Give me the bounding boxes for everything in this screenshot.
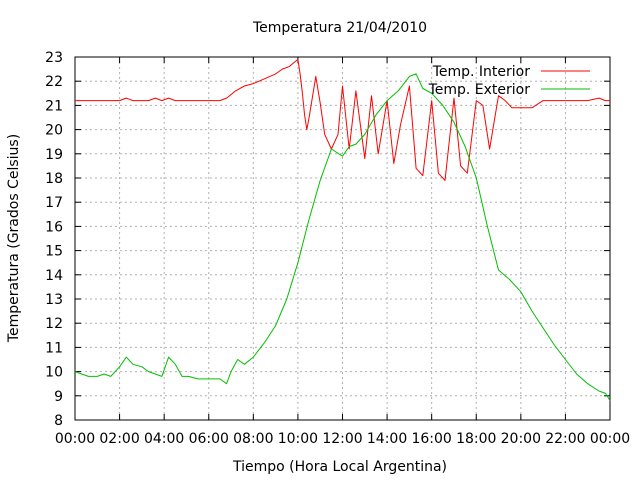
- y-tick-label: 23: [45, 50, 63, 66]
- x-axis-tick-labels: 00:00 02:00 04:00 06:00 08:00 10:00 12:00 14:00…: [55, 431, 630, 447]
- x-tick-label: 16:00: [411, 431, 451, 447]
- y-axis-tick-labels: 8 9 10 11 12 13 14 15 16 17 18 19 20 21 22 23: [45, 50, 63, 429]
- y-tick-label: 20: [45, 123, 63, 139]
- series-line-exterior: [74, 73, 611, 401]
- y-tick-label: 16: [45, 219, 63, 235]
- x-tick-label: 18:00: [456, 431, 496, 447]
- x-tick-label: 14:00: [367, 431, 407, 447]
- y-tick-label: 14: [45, 268, 63, 284]
- y-tick-label: 9: [54, 389, 63, 405]
- y-tick-label: 10: [45, 365, 63, 381]
- y-tick-label: 19: [45, 147, 63, 163]
- legend: Temp. Interior Temp. Exterior: [428, 64, 590, 98]
- x-tick-label: 08:00: [233, 431, 273, 447]
- x-tick-label: 00:00: [590, 431, 630, 447]
- x-tick-label: 04:00: [144, 431, 184, 447]
- legend-label-exterior: Temp. Exterior: [428, 82, 531, 98]
- x-tick-label: 22:00: [545, 431, 585, 447]
- x-axis-label: Tiempo (Hora Local Argentina): [232, 459, 447, 475]
- y-tick-label: 17: [45, 195, 63, 211]
- y-tick-label: 21: [45, 98, 63, 114]
- y-tick-label: 22: [45, 74, 63, 90]
- x-tick-label: 12:00: [322, 431, 362, 447]
- y-tick-label: 12: [45, 316, 63, 332]
- axis-ticks: [74, 56, 611, 421]
- series-lines: [74, 58, 611, 401]
- x-tick-label: 20:00: [501, 431, 541, 447]
- y-tick-label: 13: [45, 292, 63, 308]
- y-tick-label: 15: [45, 244, 63, 260]
- x-tick-label: 00:00: [55, 431, 95, 447]
- y-axis-label: Temperatura (Grados Celsius): [6, 134, 22, 343]
- grid-lines: [75, 57, 610, 420]
- y-tick-label: 8: [54, 413, 63, 429]
- x-tick-label: 10:00: [278, 431, 318, 447]
- legend-label-interior: Temp. Interior: [432, 64, 531, 80]
- x-tick-label: 02:00: [99, 431, 139, 447]
- y-tick-label: 11: [45, 340, 63, 356]
- y-tick-label: 18: [45, 171, 63, 187]
- chart-title: Temperatura 21/04/2010: [252, 20, 427, 36]
- x-tick-label: 06:00: [189, 431, 229, 447]
